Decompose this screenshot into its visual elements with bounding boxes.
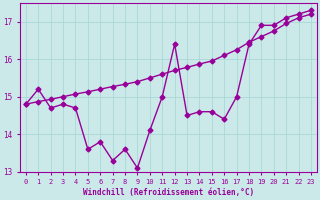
X-axis label: Windchill (Refroidissement éolien,°C): Windchill (Refroidissement éolien,°C): [83, 188, 254, 197]
